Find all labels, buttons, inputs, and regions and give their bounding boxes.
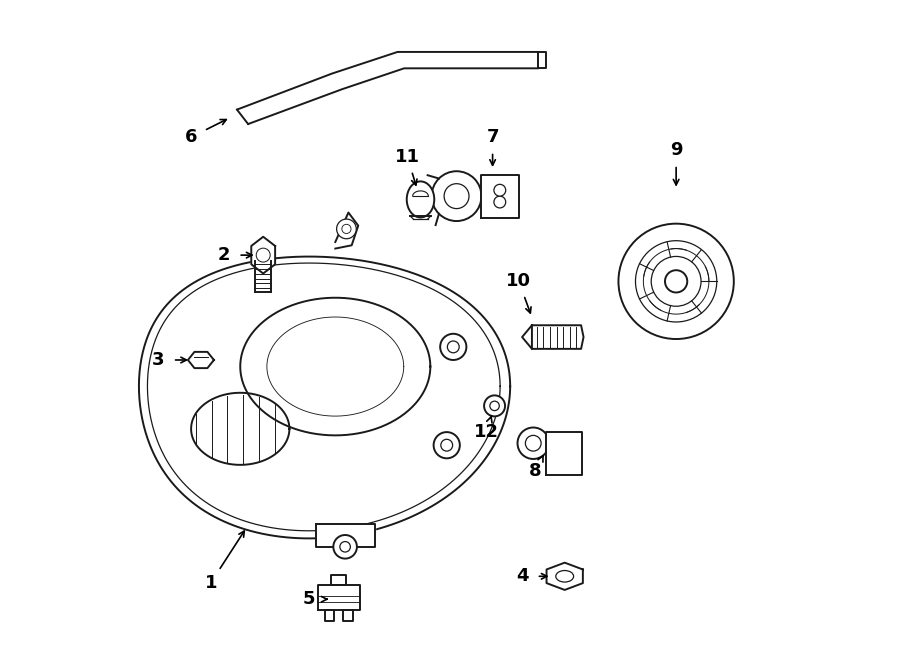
Text: 12: 12 [473,423,499,441]
Polygon shape [532,325,583,349]
Polygon shape [538,52,546,68]
Text: 3: 3 [152,351,165,369]
Circle shape [484,395,505,416]
Text: 8: 8 [529,463,542,481]
Text: 11: 11 [395,148,420,166]
Ellipse shape [556,570,573,582]
Circle shape [447,341,459,353]
Ellipse shape [407,181,435,217]
Circle shape [337,219,356,239]
Polygon shape [240,297,430,436]
Text: 9: 9 [670,141,682,159]
Circle shape [490,401,500,410]
Polygon shape [318,584,359,609]
Circle shape [340,541,350,552]
Polygon shape [522,325,532,349]
Polygon shape [251,237,275,274]
Text: 1: 1 [204,574,217,592]
Circle shape [342,224,351,233]
Polygon shape [325,609,334,621]
Polygon shape [188,352,214,368]
Circle shape [518,428,549,459]
Circle shape [526,436,541,451]
Polygon shape [481,175,518,217]
Circle shape [441,440,453,451]
Circle shape [333,535,357,559]
Polygon shape [255,260,272,292]
Circle shape [665,270,688,292]
Circle shape [444,184,469,209]
Polygon shape [331,575,346,584]
Text: 7: 7 [486,128,499,146]
Text: 2: 2 [218,246,230,264]
Circle shape [618,223,734,339]
Polygon shape [336,213,358,249]
Text: 10: 10 [507,272,531,290]
Polygon shape [139,256,510,539]
Circle shape [434,432,460,458]
Circle shape [440,334,466,360]
Polygon shape [316,524,374,547]
Polygon shape [237,52,538,124]
Polygon shape [191,393,290,465]
Polygon shape [344,609,353,621]
Text: 6: 6 [184,128,197,146]
Polygon shape [546,432,582,475]
Polygon shape [546,563,583,590]
Circle shape [432,171,482,221]
Text: 4: 4 [516,567,528,585]
Circle shape [494,196,506,208]
Circle shape [494,184,506,196]
Text: 5: 5 [302,590,315,608]
